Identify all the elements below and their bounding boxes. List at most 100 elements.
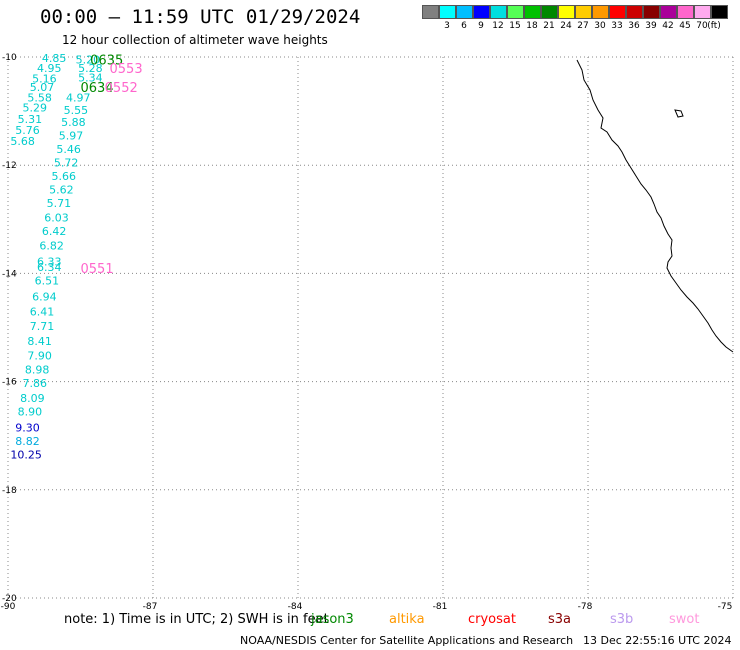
wave-height-value: 6.94 xyxy=(32,291,57,304)
wave-height-value: 6.41 xyxy=(30,305,55,318)
wave-height-labels: 4.85 5.20 4.95 5.28 5.16 5.34 5.07 4.97 5.585.29… xyxy=(10,52,102,462)
legend-swatch xyxy=(439,5,456,19)
wave-height-value: 5.68 xyxy=(10,135,35,148)
legend-swatch xyxy=(609,5,626,19)
legend-swatch xyxy=(524,5,541,19)
wave-height-value: 6.34 xyxy=(37,261,62,274)
credit-text: NOAA/NESDIS Center for Satellite Applica… xyxy=(240,634,574,647)
wave-height-value: 5.76 xyxy=(15,124,40,137)
wave-height-value: 5.34 xyxy=(78,72,103,85)
legend-label: 27 xyxy=(577,21,589,31)
wave-height-value: 6.82 xyxy=(39,239,64,252)
legend-swatch xyxy=(422,5,439,19)
wave-height-value: 7.71 xyxy=(30,320,55,333)
legend-swatch xyxy=(626,5,643,19)
wave-height-value: 6.03 xyxy=(44,212,69,225)
legend-label: 3 xyxy=(444,21,450,31)
track-time-label: 0635 xyxy=(90,54,123,69)
lat-tick-label: -16 xyxy=(2,378,17,388)
lat-tick-label: -12 xyxy=(2,161,17,171)
legend-label: 12 xyxy=(492,21,504,31)
wave-height-value: 5.58 xyxy=(27,92,52,105)
wave-height-value: 5.20 xyxy=(76,54,101,67)
wave-height-value: 4.95 xyxy=(37,62,62,75)
wave-height-value: 8.82 xyxy=(15,435,40,448)
wave-height-value: 5.71 xyxy=(47,197,72,210)
legend-label: 6 xyxy=(461,21,467,31)
wave-height-value: 5.55 xyxy=(64,104,88,117)
lat-tick-label: -20 xyxy=(2,594,17,604)
map-subtitle: 12 hour collection of altimeter wave hei… xyxy=(62,33,328,47)
satellite-name: altika xyxy=(389,612,425,627)
legend-swatch xyxy=(473,5,490,19)
wave-height-legend: 3 6 9 12 15 18 21 24 27 30 33 36 39 42 45 70 (ft) xyxy=(422,5,728,39)
satellite-name: s3b xyxy=(610,612,634,627)
wave-height-value: 4.85 xyxy=(42,52,66,65)
legend-label: 39 xyxy=(645,21,657,31)
wave-height-value: 5.46 xyxy=(56,143,80,156)
wave-height-value: 5.16 xyxy=(32,73,57,86)
wave-height-value: 10.25 xyxy=(10,449,42,462)
lon-tick-label: -81 xyxy=(433,602,448,612)
legend-swatch xyxy=(456,5,473,19)
wave-height-value: 5.28 xyxy=(78,62,103,75)
legend-swatch xyxy=(677,5,694,19)
map-title: 00:00 – 11:59 UTC 01/29/2024 xyxy=(40,6,361,28)
lon-tick-label: -84 xyxy=(288,602,303,612)
lat-tick-label: -14 xyxy=(2,269,17,279)
legend-swatch xyxy=(575,5,592,19)
wave-height-value: 5.62 xyxy=(49,184,73,197)
legend-swatch xyxy=(507,5,524,19)
legend-label: 18 xyxy=(526,21,538,31)
legend-label: 9 xyxy=(478,21,484,31)
wave-height-value: 6.51 xyxy=(35,274,60,287)
legend-swatch xyxy=(592,5,609,19)
note-text: note: 1) Time is in UTC; 2) SWH is in fe… xyxy=(64,612,329,627)
track-time-label: 0553 xyxy=(110,62,143,77)
wave-height-value: 5.31 xyxy=(18,113,42,126)
island xyxy=(674,109,684,118)
wave-height-value: 5.88 xyxy=(61,116,86,129)
satellite-name: swot xyxy=(669,612,700,627)
wave-height-value: 6.42 xyxy=(42,225,66,238)
satellite-name: jason3 xyxy=(311,612,354,627)
wave-height-value: 8.98 xyxy=(25,364,49,377)
legend-swatch xyxy=(643,5,660,19)
wave-height-value: 6.33 xyxy=(37,255,62,268)
lon-tick-label: -90 xyxy=(1,602,16,612)
wave-height-value: 4.97 xyxy=(66,92,91,105)
wave-height-value: 5.72 xyxy=(54,156,79,169)
legend-label: 33 xyxy=(611,21,623,31)
lon-tick-label: -75 xyxy=(718,602,733,612)
wave-height-value: 7.90 xyxy=(27,350,52,363)
wave-height-value: 5.97 xyxy=(59,129,84,142)
track-time-label: 0552 xyxy=(105,81,138,96)
wave-height-value: 8.41 xyxy=(27,335,52,348)
lon-tick-label: -78 xyxy=(578,602,593,612)
map-grid xyxy=(7,56,734,599)
legend-swatch xyxy=(541,5,558,19)
legend-label: 24 xyxy=(560,21,572,31)
legend-swatch xyxy=(694,5,711,19)
track-time-label: 0634 xyxy=(81,81,114,96)
wave-height-value: 9.30 xyxy=(15,422,40,435)
lon-tick-label: -87 xyxy=(143,602,158,612)
axis-labels: -90 -87 -84 -81 -78 -75 -10 -12 -14 -16 -18 -20 xyxy=(1,53,733,612)
legend-swatch xyxy=(558,5,575,19)
legend-label: 70 xyxy=(696,21,708,31)
lat-tick-label: -18 xyxy=(2,486,17,496)
legend-swatch xyxy=(490,5,507,19)
legend-label: 36 xyxy=(628,21,640,31)
wave-height-value: 5.07 xyxy=(30,81,55,94)
legend-swatch xyxy=(660,5,677,19)
legend-label: 15 xyxy=(509,21,521,31)
wave-height-value: 5.66 xyxy=(52,170,77,183)
wave-height-value: 7.86 xyxy=(23,377,48,390)
legend-label: 45 xyxy=(679,21,691,31)
coastline xyxy=(576,59,734,353)
track-time-label: 0551 xyxy=(81,262,114,277)
legend-label: 21 xyxy=(543,21,555,31)
wave-height-value: 8.09 xyxy=(20,392,45,405)
